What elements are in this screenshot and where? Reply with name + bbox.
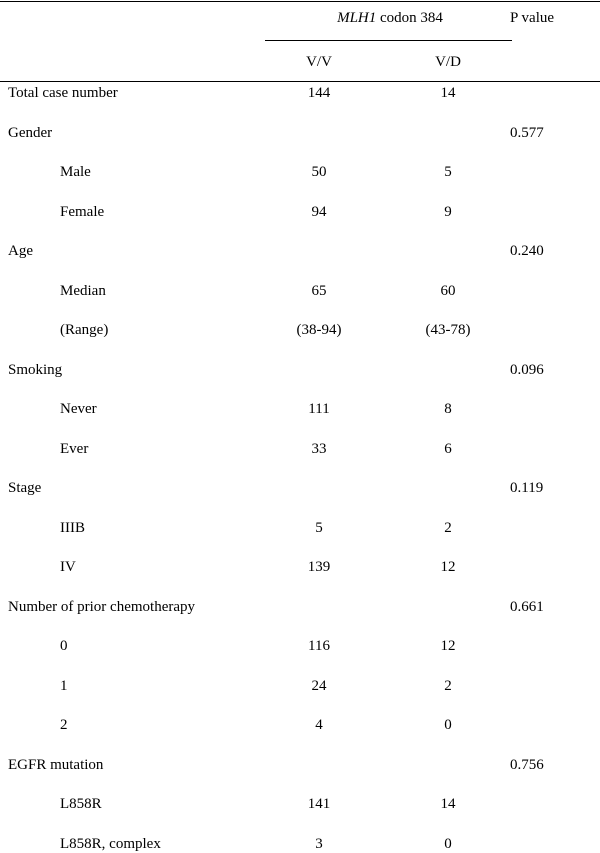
- sub-row-label: Male: [60, 164, 91, 180]
- row-label: Total case number: [8, 85, 118, 101]
- sub-row-label: Ever: [60, 440, 89, 457]
- group-header: MLH1 codon 384: [337, 9, 443, 27]
- sub-row-label: L858R: [60, 796, 102, 812]
- sub-row-label: Median: [60, 282, 106, 299]
- cell-vd: 14: [440, 796, 456, 812]
- row-label: Gender: [8, 124, 53, 141]
- cell-vv: 5: [315, 519, 323, 536]
- row-label: Age: [8, 243, 33, 259]
- cell-p-value: 0.096: [510, 361, 544, 378]
- sub-row-label: L858R, complex: [60, 835, 161, 852]
- cell-vd: 0: [444, 717, 452, 733]
- cell-vd: 0: [444, 835, 452, 852]
- sub-row-label: Never: [60, 401, 97, 417]
- cell-vd: 2: [444, 677, 452, 694]
- cell-vv: 116: [308, 638, 330, 654]
- column-header: V/V: [306, 54, 332, 70]
- cell-vv: 24: [311, 677, 327, 694]
- row-label: EGFR mutation: [8, 756, 104, 773]
- cell-vv: 141: [307, 796, 331, 812]
- gene-name: MLH1: [337, 10, 377, 26]
- sub-row-label: Female: [60, 203, 105, 220]
- cell-p-value: 0.119: [510, 480, 544, 496]
- sub-row-label: (Range): [60, 322, 109, 338]
- row-label: Smoking: [8, 361, 63, 378]
- cell-vv: (38-94): [296, 322, 342, 338]
- top-rule: [0, 1, 600, 2]
- cell-vv: 33: [311, 440, 327, 457]
- cell-vd: 5: [444, 164, 452, 180]
- cell-vv: 111: [308, 401, 330, 417]
- group-rest: codon 384: [380, 10, 443, 26]
- cell-vv: 144: [307, 85, 331, 101]
- cell-vv: 139: [307, 559, 331, 575]
- cell-vv: 4: [315, 717, 323, 733]
- cell-vv: 3: [315, 835, 323, 852]
- cell-vd: (43-78): [425, 322, 471, 338]
- cell-vd: 14: [440, 85, 456, 101]
- cell-vd: 8: [444, 401, 452, 417]
- cell-vd: 9: [444, 203, 452, 220]
- cell-p-value: 0.756: [510, 756, 544, 773]
- cell-vd: 60: [440, 282, 456, 299]
- sub-row-label: IV: [60, 559, 76, 575]
- row-label: Stage: [8, 480, 42, 496]
- cell-vd: 2: [444, 519, 452, 536]
- group-rule: [265, 40, 512, 41]
- cell-vd: 6: [444, 440, 452, 457]
- p-value-header: P value: [510, 10, 555, 26]
- column-header: V/D: [435, 54, 461, 70]
- cell-p-value: 0.661: [510, 598, 544, 615]
- cell-vd: 12: [440, 559, 456, 575]
- sub-row-label: IIIB: [60, 519, 85, 536]
- cell-p-value: 0.240: [510, 243, 544, 259]
- header-rule: [0, 81, 600, 82]
- sub-row-label: 2: [60, 717, 68, 733]
- cell-vv: 50: [311, 164, 327, 180]
- cell-vv: 94: [311, 203, 327, 220]
- cell-p-value: 0.577: [510, 124, 544, 141]
- row-label: Number of prior chemotherapy: [8, 598, 196, 615]
- cell-vd: 12: [440, 638, 456, 654]
- sub-row-label: 0: [60, 638, 68, 654]
- sub-row-label: 1: [60, 677, 68, 694]
- cell-vv: 65: [311, 282, 327, 299]
